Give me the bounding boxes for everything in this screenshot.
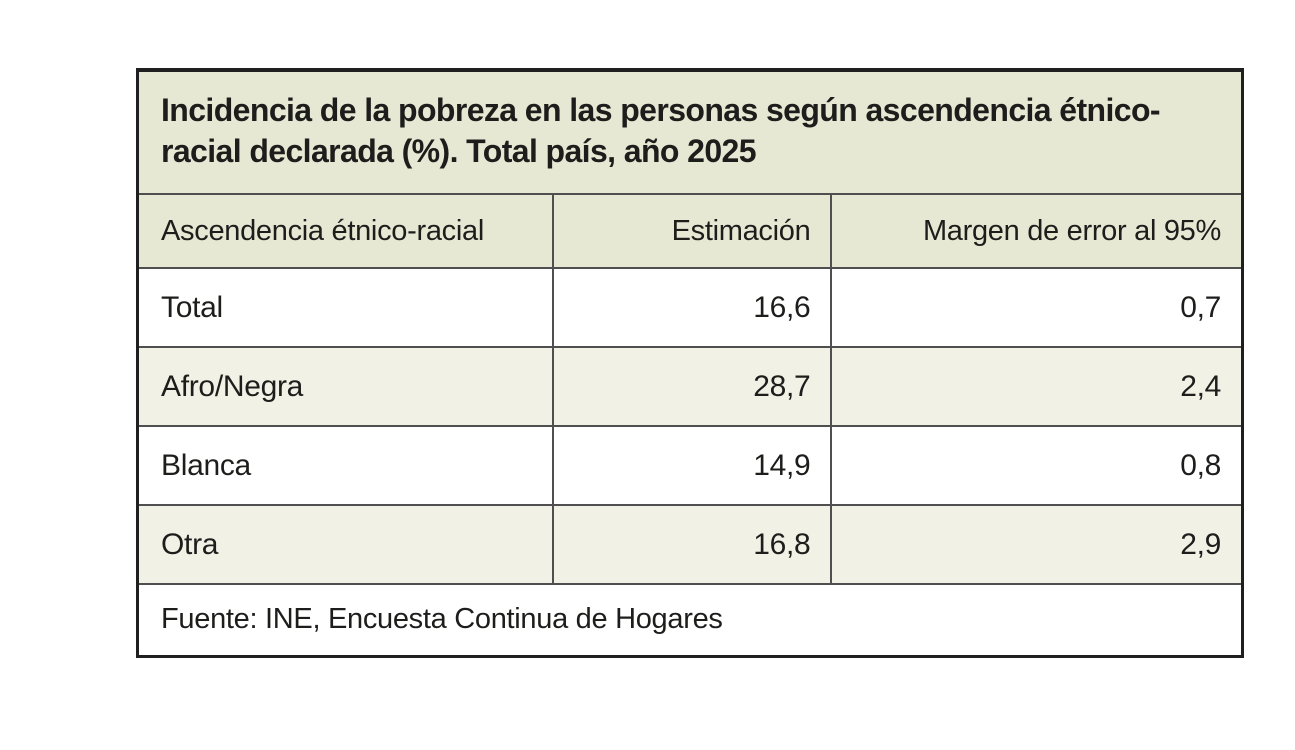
table-row: Otra 16,8 2,9: [137, 505, 1243, 585]
column-header-category: Ascendencia étnico-racial: [137, 194, 553, 269]
row-label: Total: [137, 268, 553, 348]
row-estimate: 16,8: [551, 505, 832, 585]
row-label: Afro/Negra: [137, 347, 553, 427]
header-row: Ascendencia étnico-racial Estimación Mar…: [137, 194, 1243, 269]
row-label: Blanca: [137, 426, 553, 506]
row-estimate: 16,6: [551, 268, 832, 348]
row-margin: 0,7: [830, 268, 1243, 348]
row-margin: 0,8: [830, 426, 1243, 506]
table-title: Incidencia de la pobreza en las personas…: [161, 91, 1161, 169]
source-row: Fuente: INE, Encuesta Continua de Hogare…: [137, 584, 1243, 656]
row-label: Otra: [137, 505, 553, 585]
table-row: Blanca 14,9 0,8: [137, 426, 1243, 506]
source-note: Fuente: INE, Encuesta Continua de Hogare…: [137, 584, 1243, 656]
row-margin: 2,9: [830, 505, 1243, 585]
row-estimate: 28,7: [551, 347, 832, 427]
row-margin: 2,4: [830, 347, 1243, 427]
poverty-incidence-table: Incidencia de la pobreza en las personas…: [136, 68, 1244, 658]
table-title-cell: Incidencia de la pobreza en las personas…: [137, 70, 1243, 195]
row-estimate: 14,9: [551, 426, 832, 506]
title-row: Incidencia de la pobreza en las personas…: [137, 70, 1243, 195]
column-header-margin: Margen de error al 95%: [830, 194, 1243, 269]
table-row: Afro/Negra 28,7 2,4: [137, 347, 1243, 427]
table-row: Total 16,6 0,7: [137, 268, 1243, 348]
column-header-estimate: Estimación: [551, 194, 832, 269]
